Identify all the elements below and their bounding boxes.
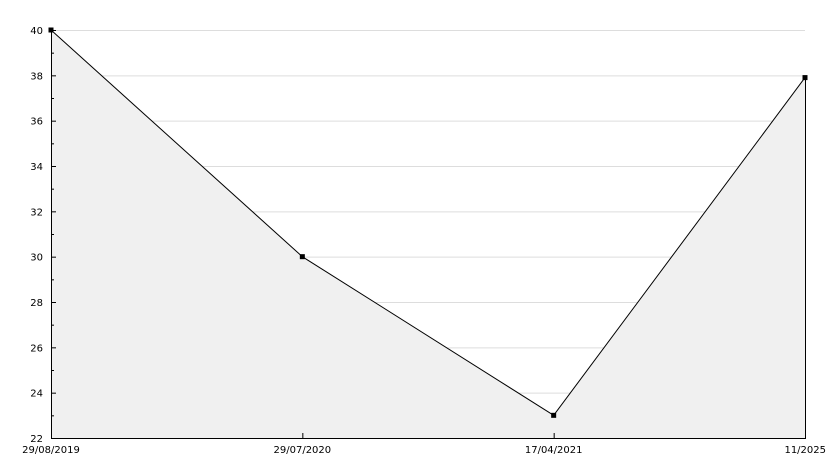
y-tick-label: 38 — [30, 71, 43, 82]
y-tick-label: 40 — [30, 26, 43, 37]
y-tick-label: 34 — [30, 162, 43, 173]
x-axis-ticks: 29/08/2019 29/07/2020 17/04/2021 11/2025 — [22, 433, 826, 456]
x-tick-label: 11/2025 — [784, 445, 826, 456]
y-tick-label: 32 — [30, 207, 43, 218]
y-tick-label: 28 — [30, 298, 43, 309]
x-tick-label: 29/07/2020 — [274, 445, 332, 456]
y-tick-label: 36 — [30, 117, 43, 128]
data-point — [551, 412, 557, 418]
x-tick-label: 17/04/2021 — [525, 445, 583, 456]
area-fill — [51, 30, 806, 438]
x-tick-label: 29/08/2019 — [22, 445, 80, 456]
y-axis-ticks: 22 24 26 28 30 32 34 36 38 40 — [30, 26, 56, 445]
area-fill-path — [51, 30, 805, 438]
series-line-path — [50, 29, 806, 417]
data-point — [802, 75, 808, 81]
data-point — [299, 254, 305, 260]
series-line — [48, 27, 808, 418]
y-tick-label: 26 — [30, 343, 43, 354]
y-tick-label: 24 — [30, 389, 43, 400]
data-point — [48, 27, 54, 33]
y-tick-label: 30 — [30, 253, 43, 264]
y-tick-label: 22 — [30, 434, 43, 445]
